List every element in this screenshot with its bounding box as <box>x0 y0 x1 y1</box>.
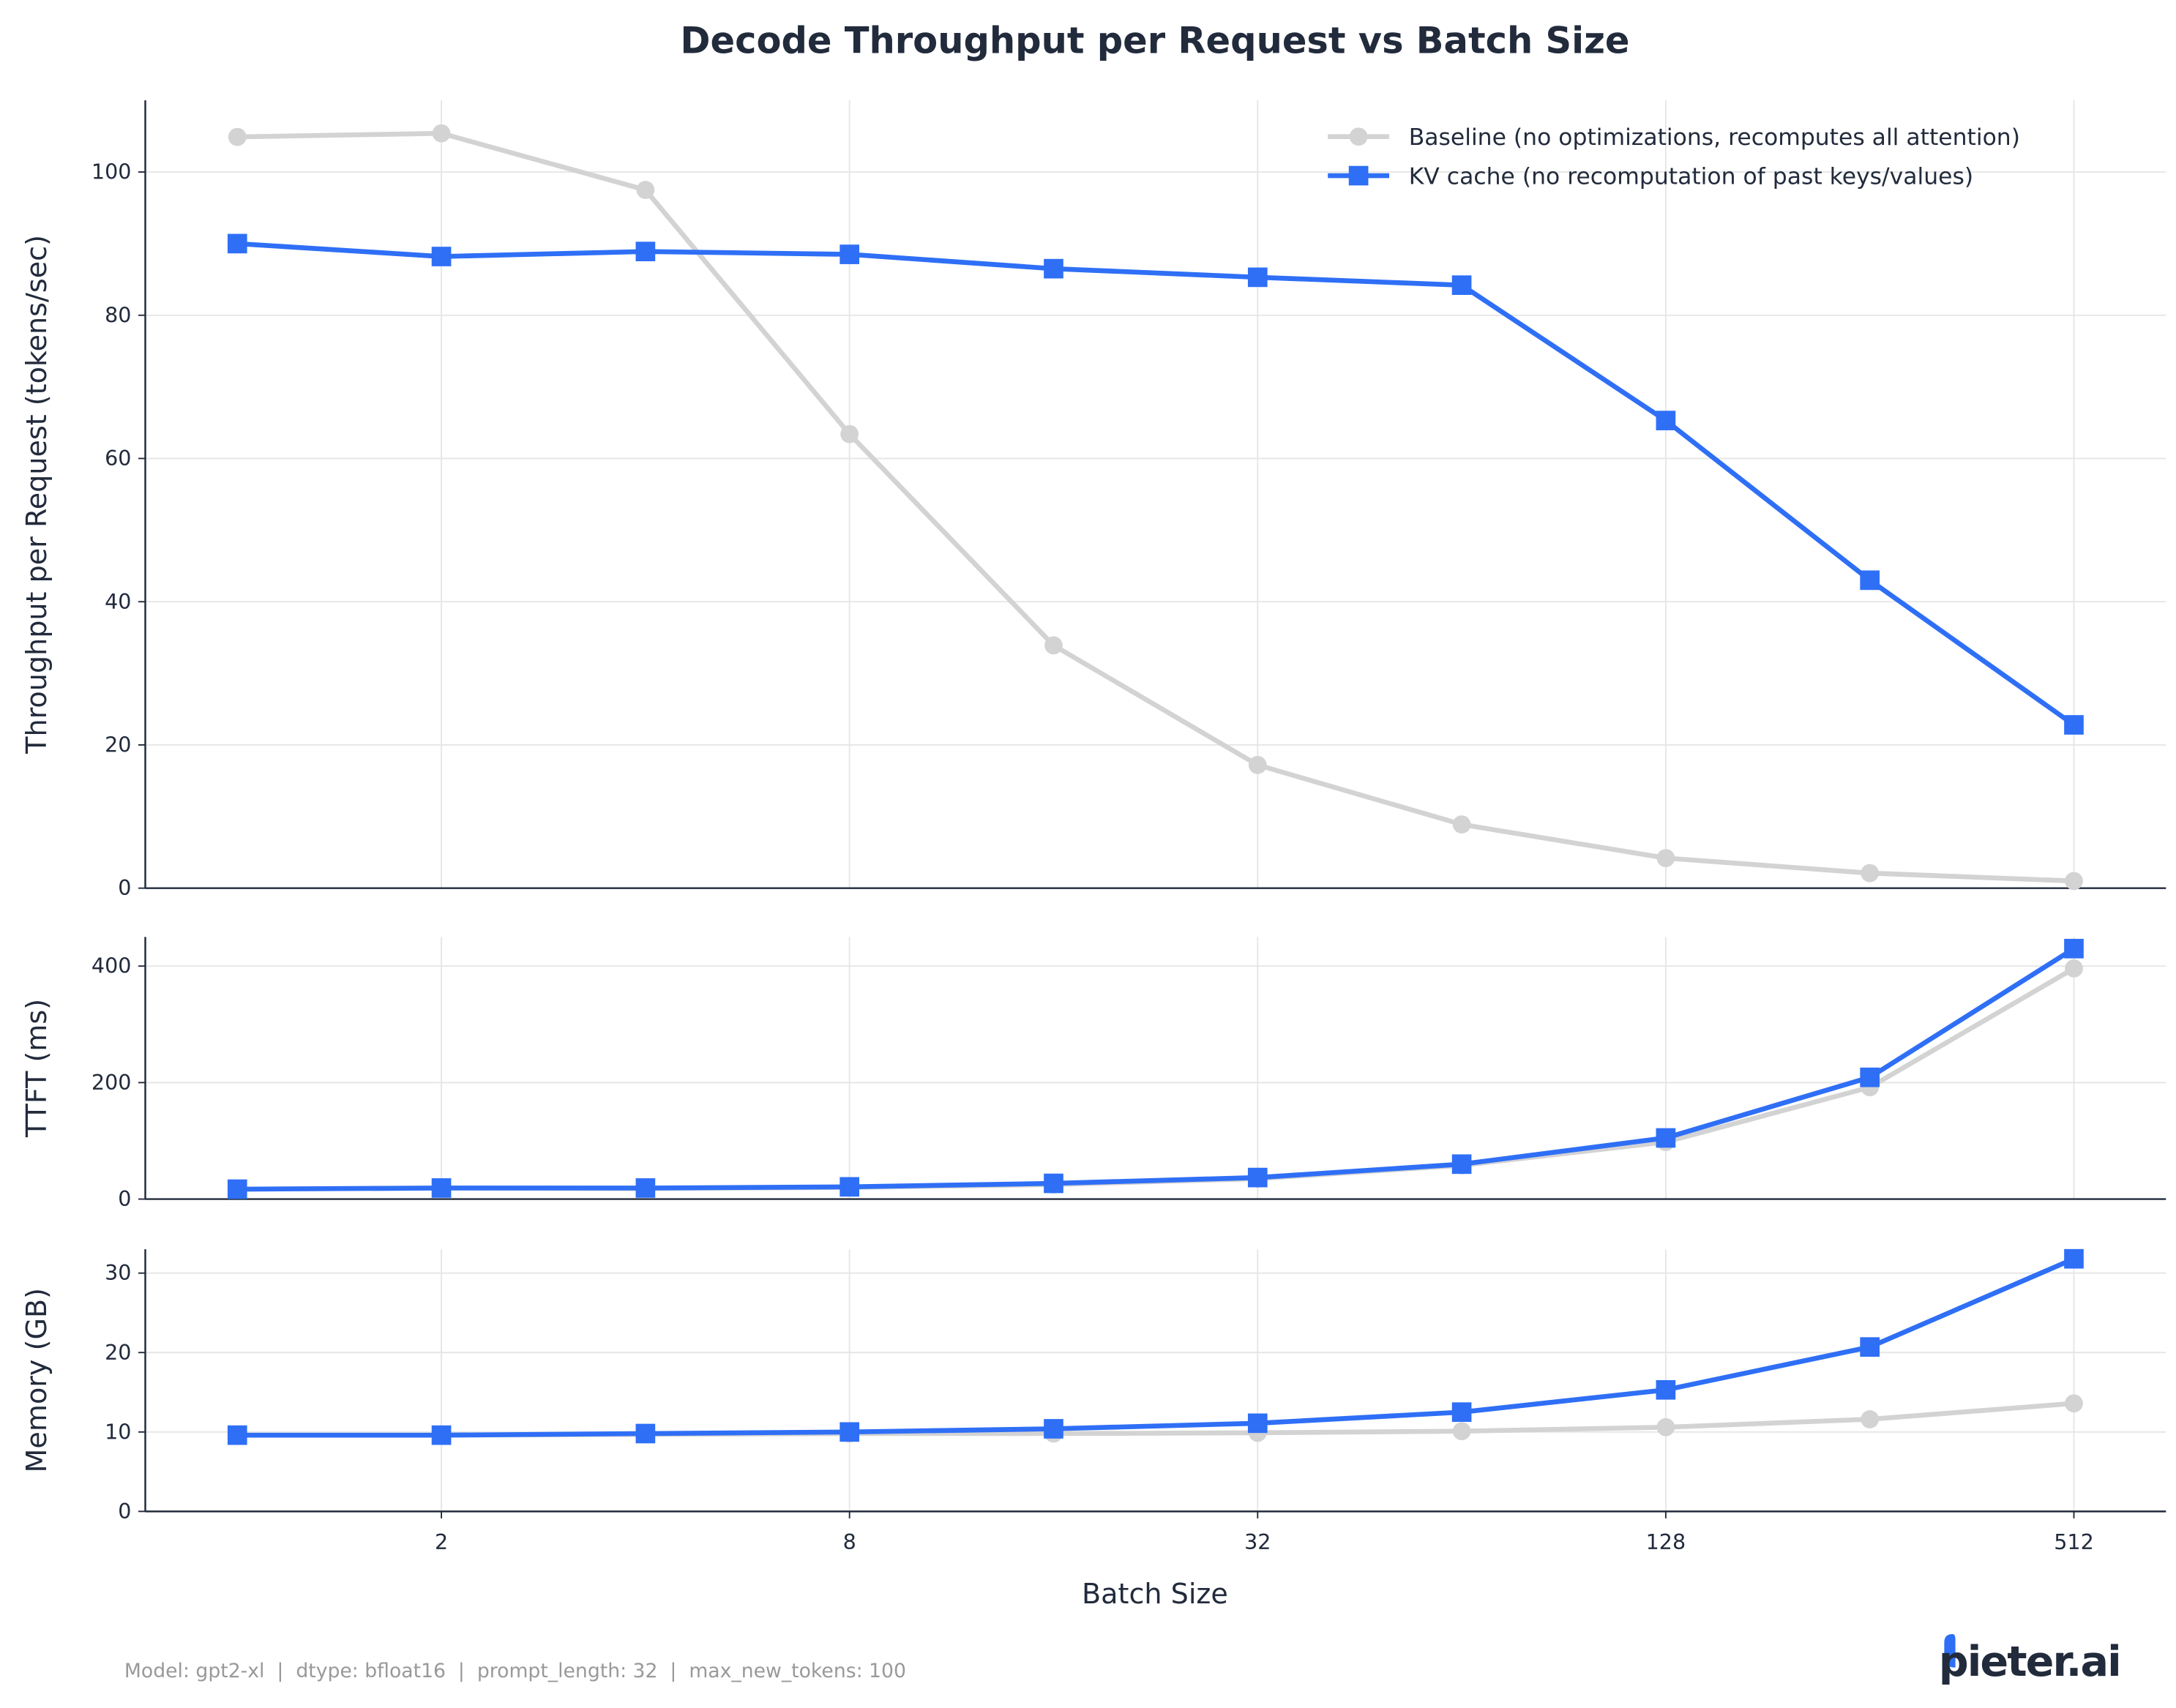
kv-cache-point <box>635 1423 656 1444</box>
kv-cache-line <box>237 1256 2075 1438</box>
pieter-ai-logo: pieter.ai <box>1939 1634 2122 1686</box>
baseline-line <box>237 966 2076 1192</box>
panel-ttft: 0 200 400 TTFT (ms) <box>20 937 2166 1211</box>
y-tick-label: 100 <box>91 160 132 184</box>
legend: Baseline (no optimizations, recomputes a… <box>1328 124 2020 190</box>
x-tick-label: 8 <box>843 1529 856 1554</box>
y-tick-label: 20 <box>105 732 131 757</box>
x-tick-label: 2 <box>435 1529 448 1554</box>
kv-cache-point <box>431 247 452 266</box>
baseline-line <box>237 130 2074 884</box>
y-axis-label: TTFT (ms) <box>20 999 53 1138</box>
kv-cache-point <box>1860 1067 1880 1087</box>
legend-circle-marker <box>1349 127 1368 146</box>
y-tick-label: 0 <box>118 1186 131 1211</box>
legend-square-marker <box>1348 165 1369 186</box>
logo-p-accent <box>1944 1634 1956 1668</box>
y-tick-label: 40 <box>105 589 131 614</box>
kv-cache-point <box>840 1177 860 1197</box>
kv-cache-point <box>227 1425 247 1445</box>
kv-cache-point <box>1247 267 1268 288</box>
kv-cache-point <box>1451 275 1472 296</box>
baseline-point <box>840 424 859 443</box>
x-axis-label: Batch Size <box>1082 1578 1228 1610</box>
kv-cache-point <box>1656 1128 1676 1148</box>
kv-cache-line <box>237 946 2076 1192</box>
baseline-point <box>1656 1417 1675 1437</box>
y-tick-label: 200 <box>91 1070 132 1095</box>
panel-throughput: 0 20 40 60 80 100 Throughput per Request (toke… <box>20 100 2166 900</box>
kv-cache-point <box>1247 1413 1268 1434</box>
baseline-point <box>1861 1410 1880 1428</box>
kv-cache-point <box>1451 1402 1472 1423</box>
baseline-point <box>432 124 451 143</box>
baseline-point <box>1656 849 1675 867</box>
y-tick-label: 0 <box>118 875 131 900</box>
y-tick-label: 30 <box>105 1260 131 1285</box>
kv-cache-point <box>227 233 247 254</box>
baseline-point <box>1044 636 1063 655</box>
baseline-line <box>237 1401 2074 1438</box>
y-tick-label: 60 <box>105 446 131 471</box>
kv-cache-point <box>1044 1173 1063 1194</box>
x-tick-label: 32 <box>1244 1529 1271 1554</box>
y-axis-label: Throughput per Request (tokens/sec) <box>20 235 53 754</box>
kv-cache-point <box>1044 1419 1063 1439</box>
kv-cache-point <box>2064 938 2084 959</box>
panel-memory: 0 10 20 30 Memory (GB) 2 8 32 128 512 <box>20 1248 2166 1554</box>
baseline-point <box>636 181 655 199</box>
y-axis-label: Memory (GB) <box>20 1288 53 1472</box>
legend-label: Baseline (no optimizations, recomputes a… <box>1409 124 2020 151</box>
baseline-point <box>1452 1422 1471 1441</box>
y-tick-label: 10 <box>105 1419 131 1444</box>
baseline-point <box>1861 864 1880 883</box>
kv-cache-point <box>840 244 860 264</box>
kv-cache-point <box>1451 1154 1472 1175</box>
kv-cache-point <box>1656 411 1676 430</box>
footer-metadata: Model: gpt2-xl | dtype: bfloat16 | promp… <box>124 1660 906 1682</box>
baseline-point <box>1452 815 1471 834</box>
kv-cache-point <box>1860 1337 1880 1357</box>
chart-title: Decode Throughput per Request vs Batch S… <box>680 19 1629 61</box>
baseline-point <box>2065 959 2083 978</box>
kv-cache-point <box>635 241 656 262</box>
kv-cache-point <box>431 1178 452 1198</box>
kv-cache-line <box>237 241 2076 727</box>
baseline-point <box>228 127 247 146</box>
kv-cache-point <box>2064 715 2084 735</box>
y-tick-label: 20 <box>105 1340 131 1365</box>
x-tick-label: 512 <box>2054 1529 2094 1554</box>
logo-text: pieter.ai <box>1939 1638 2120 1686</box>
kv-cache-point <box>1044 258 1063 279</box>
baseline-point <box>1248 755 1267 774</box>
y-tick-label: 0 <box>118 1499 131 1524</box>
legend-label: KV cache (no recomputation of past keys/… <box>1409 164 1973 190</box>
kv-cache-point <box>2064 1248 2084 1269</box>
baseline-point <box>2065 872 2083 891</box>
y-tick-label: 400 <box>91 954 132 978</box>
x-tick-label: 128 <box>1646 1529 1686 1554</box>
baseline-point <box>2065 1394 2083 1413</box>
kv-cache-point <box>840 1422 860 1442</box>
kv-cache-point <box>227 1179 247 1199</box>
y-tick-label: 80 <box>105 302 131 327</box>
kv-cache-point <box>1656 1379 1676 1400</box>
kv-cache-point <box>1860 570 1880 591</box>
kv-cache-point <box>1247 1167 1268 1188</box>
kv-cache-point <box>635 1178 656 1198</box>
kv-cache-point <box>431 1425 452 1445</box>
